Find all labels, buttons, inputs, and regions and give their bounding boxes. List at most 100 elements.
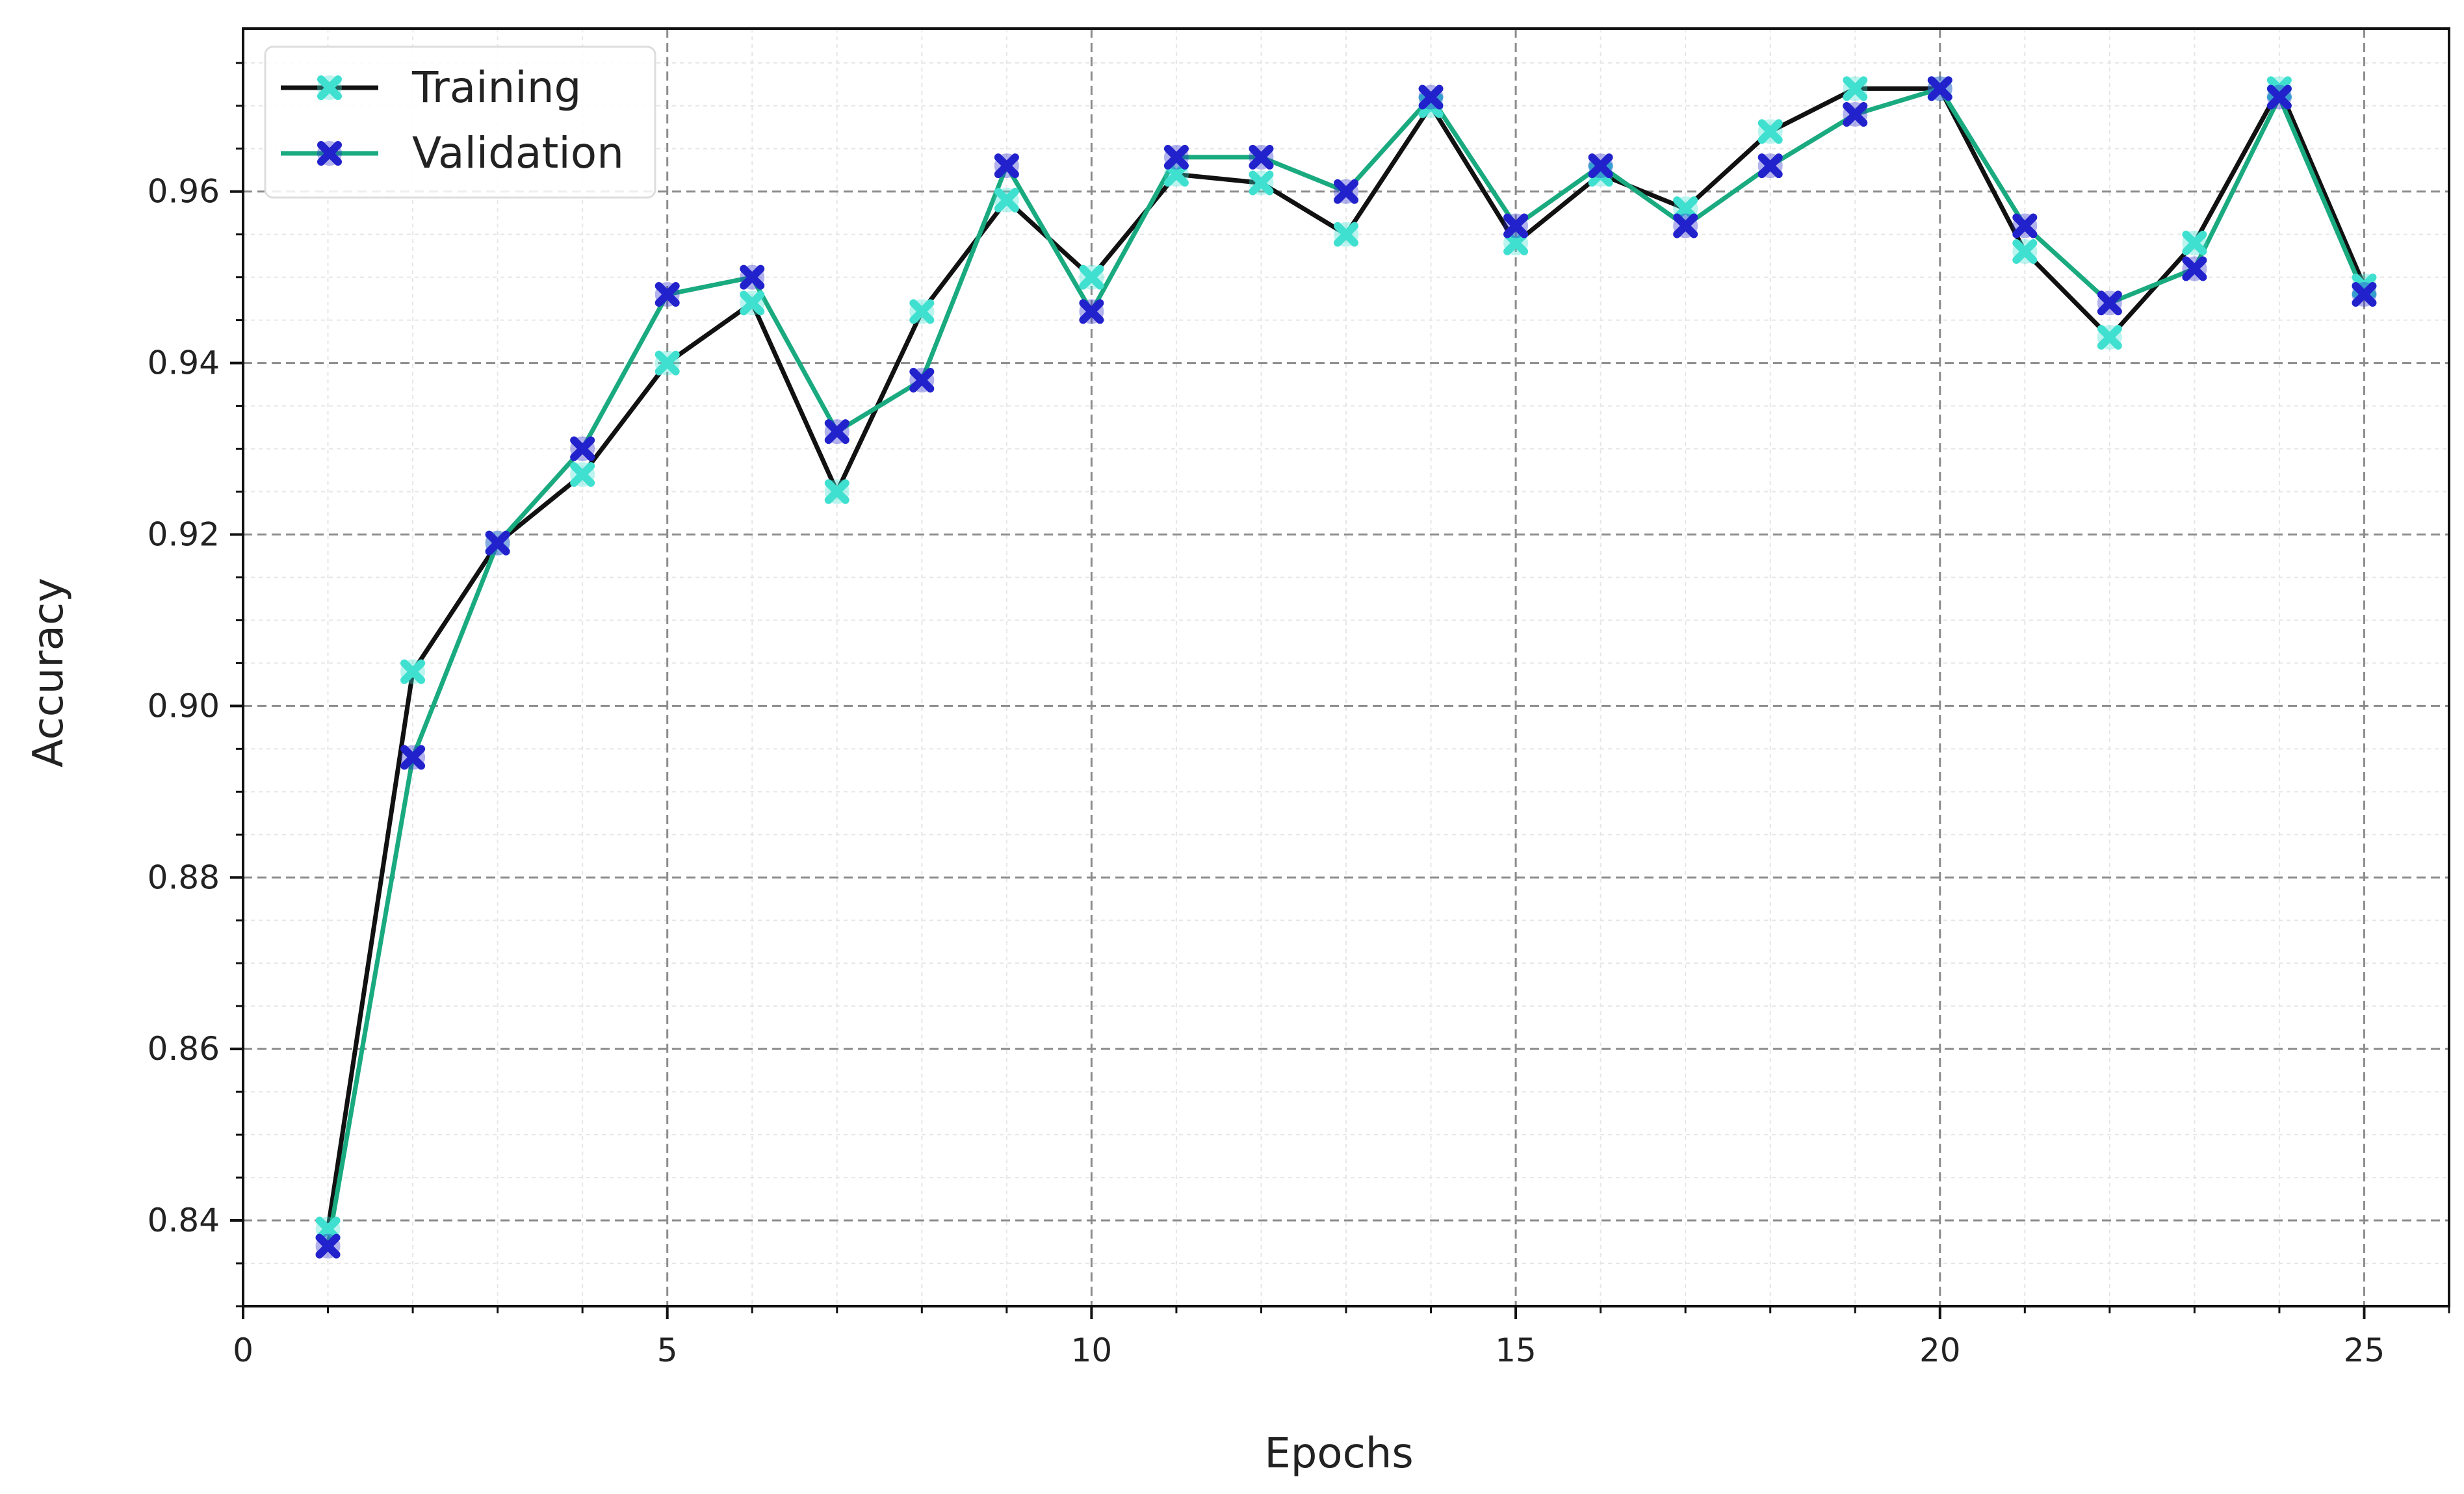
x-tick-label: 10 (1071, 1332, 1113, 1369)
data-point-training (1079, 264, 1104, 290)
data-point-training-stroke-b (1163, 162, 1189, 187)
data-point-training (570, 462, 595, 487)
y-tick-label: 0.96 (148, 173, 220, 211)
data-point-training-stroke-b (2182, 230, 2207, 255)
data-point-training-stroke-b (2012, 239, 2038, 264)
data-point-training (1334, 222, 1358, 247)
data-point-validation-stroke-b (1927, 76, 1952, 101)
y-tick-label: 0.88 (148, 858, 220, 896)
data-point-training-stroke-b (400, 659, 426, 684)
data-point-training-stroke-b (740, 290, 765, 316)
data-point-validation (2097, 290, 2122, 316)
legend-marker-point-training (317, 75, 342, 100)
data-point-validation-stroke-b (2266, 84, 2292, 110)
data-point-validation-stroke-b (1249, 144, 1274, 170)
data-point-training (400, 659, 426, 684)
data-point-validation (1757, 153, 1783, 179)
data-point-validation-stroke-b (570, 436, 595, 461)
data-point-training (2097, 325, 2122, 350)
data-point-validation-stroke-b (2097, 290, 2122, 316)
y-axis-title: Accuracy (25, 578, 73, 767)
x-tick-label: 0 (233, 1332, 253, 1369)
data-point-validation (1163, 144, 1189, 170)
data-point-validation (2266, 84, 2292, 110)
data-point-validation-stroke-b (2352, 282, 2377, 307)
data-point-validation-stroke-b (909, 367, 935, 393)
data-point-training-stroke-b (1249, 170, 1274, 196)
data-point-validation (994, 153, 1019, 179)
legend-marker-point-validation-stroke-b (317, 141, 342, 166)
data-point-training-stroke-b (1334, 222, 1358, 247)
x-tick-label: 20 (1919, 1332, 1961, 1369)
data-point-training-stroke-b (1079, 264, 1104, 290)
data-point-validation-stroke-b (1757, 153, 1783, 179)
data-point-training (1249, 170, 1274, 196)
x-tick-label: 5 (657, 1332, 678, 1369)
data-point-training-stroke-b (2097, 325, 2122, 350)
data-point-validation (1418, 84, 1444, 110)
data-point-validation (2012, 213, 2038, 238)
y-tick-label: 0.90 (148, 687, 220, 725)
data-point-validation-stroke-b (315, 1233, 341, 1259)
data-point-validation (400, 745, 426, 770)
y-tick-label: 0.92 (148, 515, 220, 553)
legend-box (264, 45, 656, 199)
x-tick-label: 15 (1495, 1332, 1537, 1369)
legend-marker-point-validation (317, 141, 342, 166)
data-point-validation-stroke-b (2182, 256, 2207, 281)
data-point-training (655, 350, 680, 376)
x-tick-label: 25 (2344, 1332, 2385, 1369)
data-point-training-stroke-b (1843, 76, 1868, 101)
data-point-training-stroke-b (824, 479, 849, 504)
major-gridlines (242, 29, 2449, 1306)
legend-label-training: Training (411, 62, 581, 112)
data-point-validation (1927, 76, 1952, 101)
legend-entry-validation: Validation (281, 128, 624, 178)
data-point-validation-stroke-b (1588, 153, 1613, 179)
data-point-validation-stroke-b (740, 264, 765, 290)
data-point-training-stroke-b (315, 1217, 341, 1242)
data-point-training (994, 187, 1019, 213)
data-point-training-stroke-b (655, 350, 680, 376)
data-point-validation (1843, 101, 1868, 127)
legend-marker-training (317, 75, 342, 100)
data-point-training-stroke-b (1757, 119, 1783, 144)
axis-ticks (230, 62, 2450, 1319)
data-point-validation (1249, 144, 1274, 170)
x-axis-title: Epochs (1264, 1430, 1413, 1478)
data-point-validation-stroke-b (1418, 84, 1444, 110)
y-tick-label: 0.86 (148, 1030, 220, 1068)
data-point-training (2182, 230, 2207, 255)
y-tick-label: 0.84 (148, 1202, 220, 1239)
data-point-validation (740, 264, 765, 290)
data-point-validation-stroke-b (655, 282, 680, 307)
tick-labels: 0 5 10 15 20 25 0.84 0.86 0.88 0.90 0.92 0.94 0.96 (148, 173, 2385, 1369)
data-point-validation-stroke-b (994, 153, 1019, 179)
data-point-training (740, 290, 765, 316)
y-tick-label: 0.94 (148, 344, 220, 382)
legend-marker-point-training-stroke-b (317, 75, 342, 100)
data-point-training-stroke-b (994, 187, 1019, 213)
data-point-validation (315, 1233, 341, 1259)
data-point-validation (1334, 179, 1358, 204)
data-point-validation-stroke-b (485, 530, 510, 556)
data-point-validation-stroke-b (1334, 179, 1358, 204)
data-point-training (824, 479, 849, 504)
data-point-validation-stroke-b (2012, 213, 2038, 238)
legend-label-validation: Validation (412, 128, 624, 178)
data-point-validation (485, 530, 510, 556)
data-point-validation-stroke-b (1843, 101, 1868, 127)
data-point-validation-stroke-b (824, 419, 849, 444)
data-point-validation (1503, 213, 1529, 238)
data-point-validation-stroke-b (1673, 213, 1698, 238)
data-point-training (2012, 239, 2038, 264)
data-point-validation-stroke-b (1079, 299, 1104, 324)
data-point-validation (570, 436, 595, 461)
data-point-validation (2182, 256, 2207, 281)
data-point-validation (1588, 153, 1613, 179)
legend-marker-validation (317, 141, 342, 166)
data-point-validation (909, 367, 935, 393)
